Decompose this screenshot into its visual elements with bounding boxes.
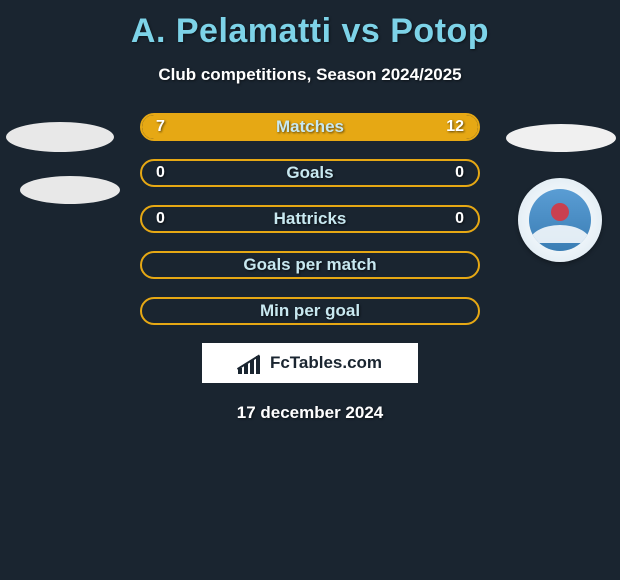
stat-row: 0Goals0 — [140, 159, 480, 187]
stat-row: 7Matches12 — [140, 113, 480, 141]
stat-right-value: 0 — [455, 164, 464, 182]
stat-row: 0Hattricks0 — [140, 205, 480, 233]
stat-label: Goals per match — [142, 255, 478, 275]
brand-chart-icon — [238, 352, 266, 374]
page-subtitle: Club competitions, Season 2024/2025 — [0, 65, 620, 85]
stat-label: Min per goal — [142, 301, 478, 321]
stat-right-value: 12 — [446, 118, 464, 136]
stat-label: Goals — [142, 163, 478, 183]
page-title: A. Pelamatti vs Potop — [0, 0, 620, 51]
stat-label: Matches — [142, 117, 478, 137]
brand-box: FcTables.com — [202, 343, 418, 383]
stats-list: 7Matches120Goals00Hattricks0Goals per ma… — [0, 113, 620, 325]
brand-text: FcTables.com — [270, 353, 382, 373]
stat-right-value: 0 — [455, 210, 464, 228]
stat-row: Goals per match — [140, 251, 480, 279]
stat-label: Hattricks — [142, 209, 478, 229]
footer-date: 17 december 2024 — [0, 403, 620, 423]
stat-row: Min per goal — [140, 297, 480, 325]
